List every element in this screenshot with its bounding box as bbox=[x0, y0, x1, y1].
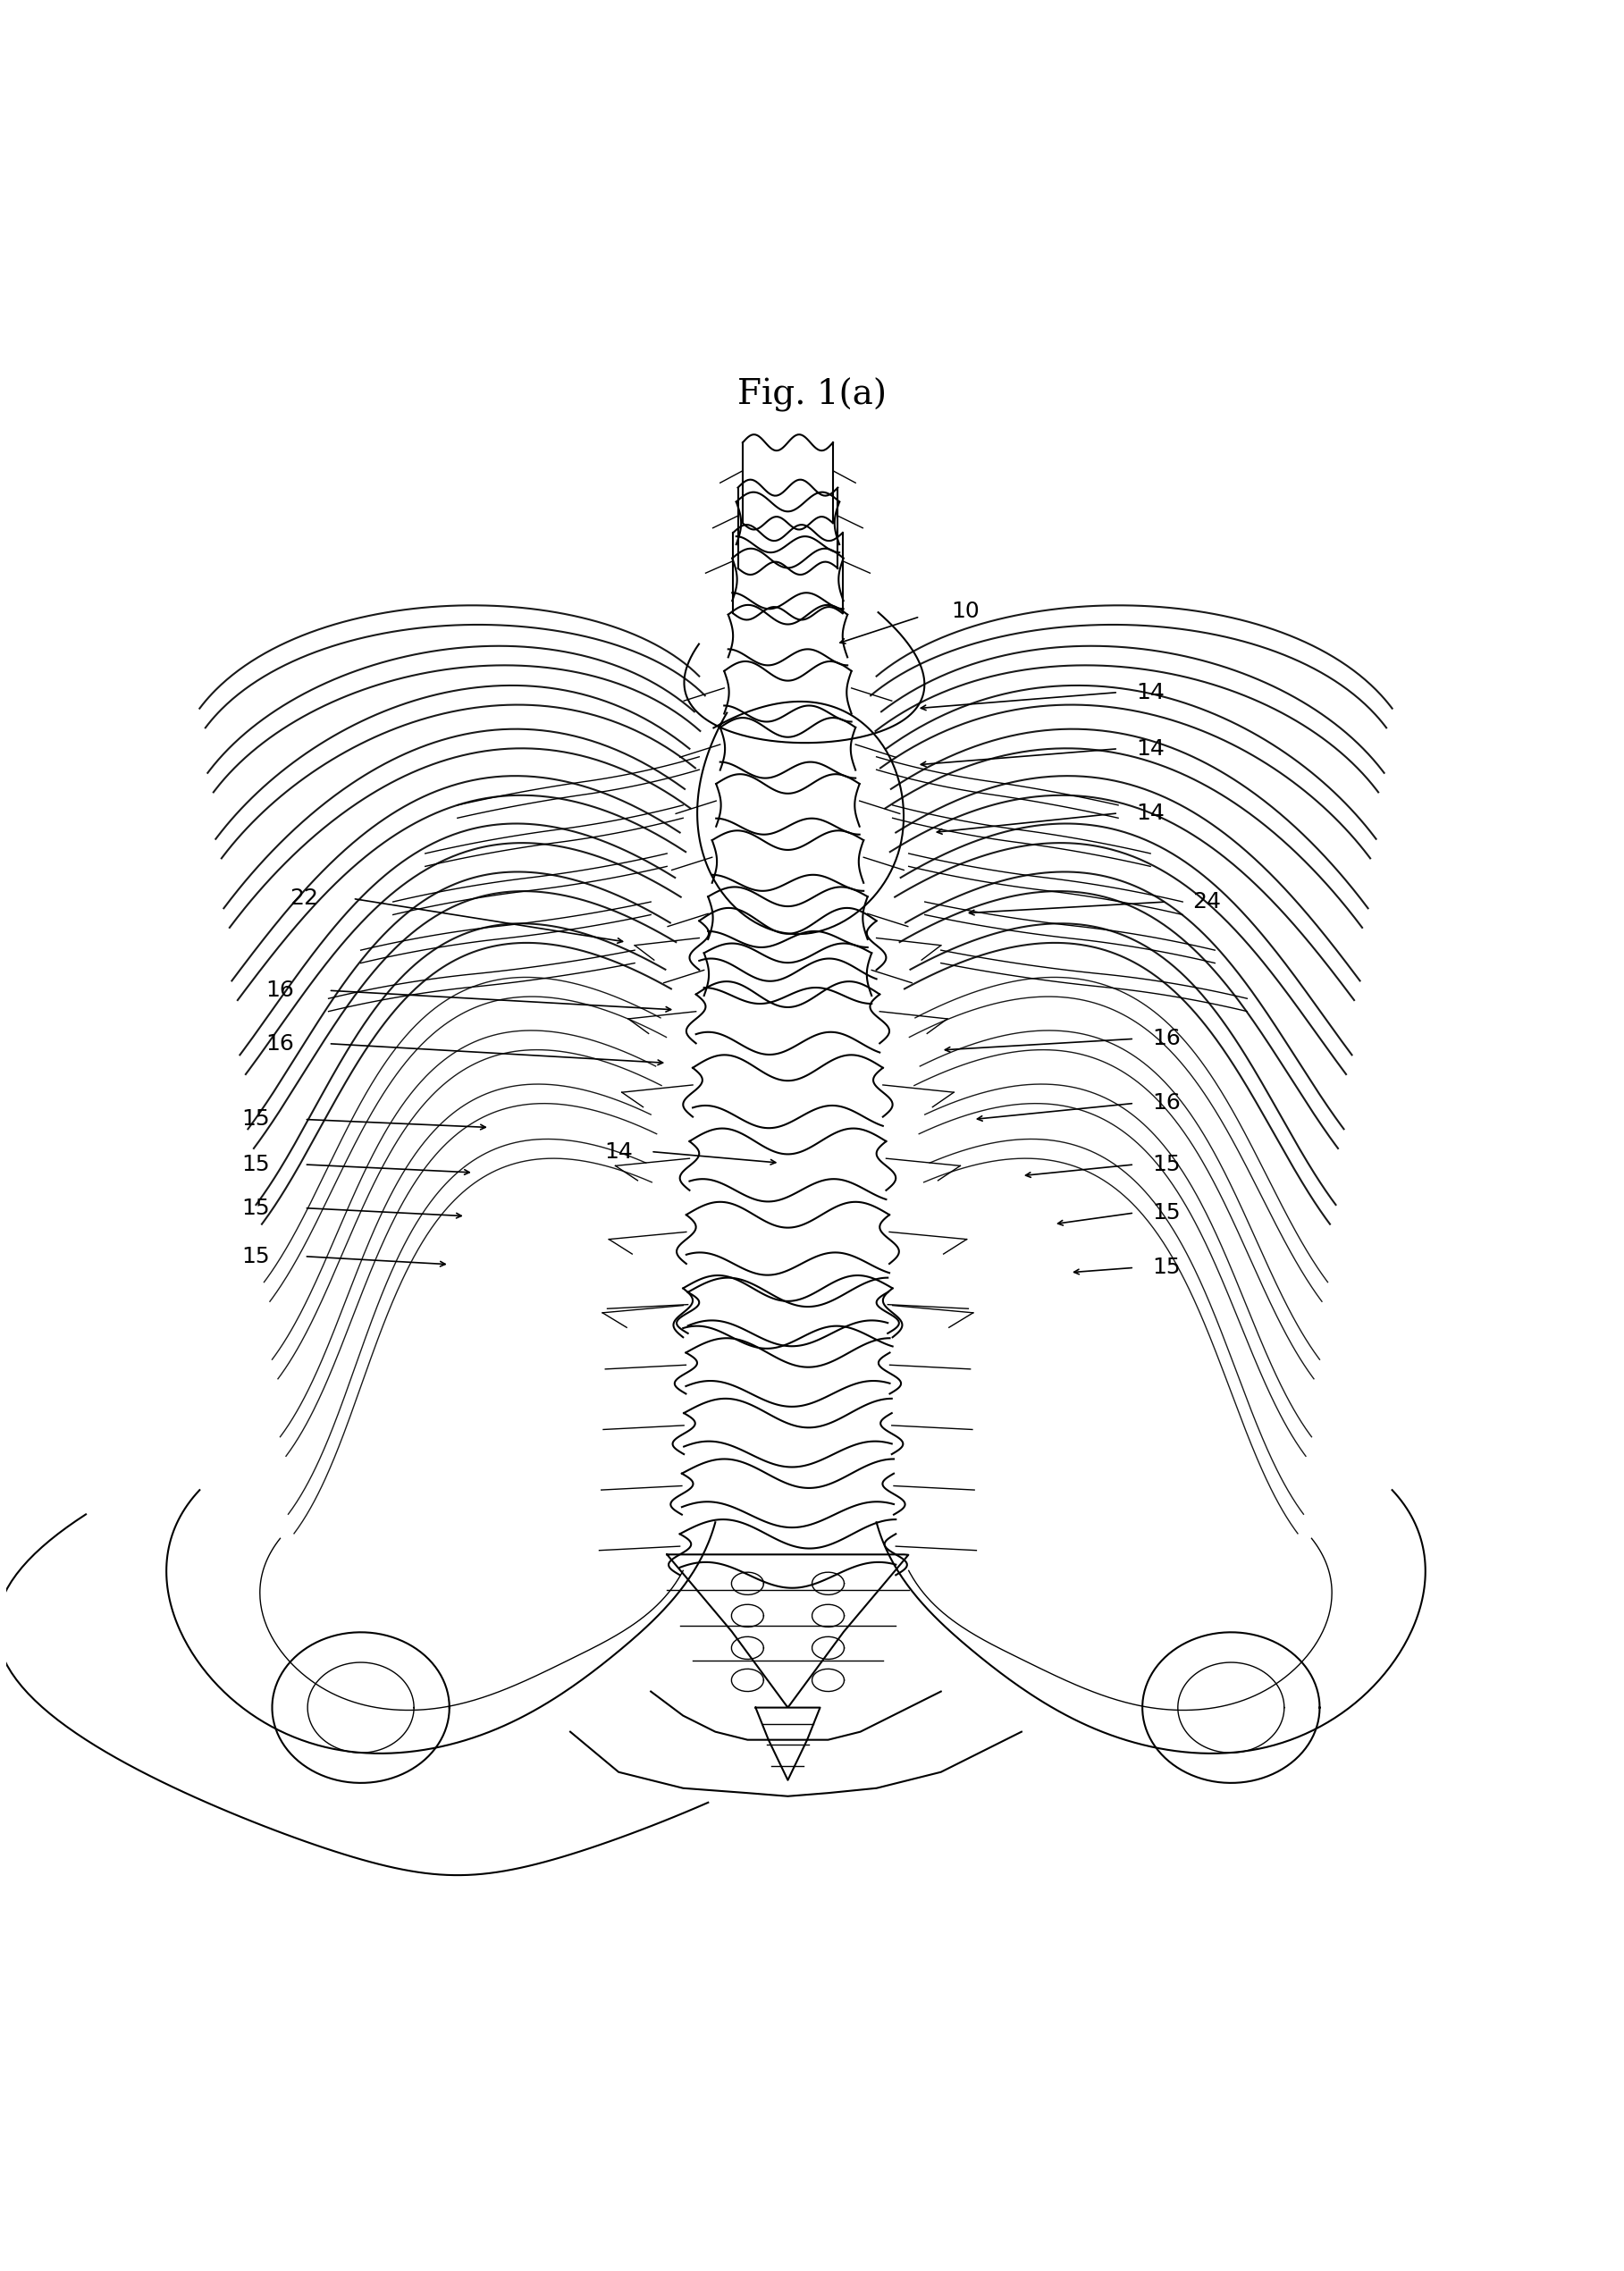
Text: 14: 14 bbox=[1137, 802, 1164, 824]
Text: 15: 15 bbox=[1153, 1154, 1181, 1174]
Text: 14: 14 bbox=[1137, 738, 1164, 759]
Text: Fig. 1(a): Fig. 1(a) bbox=[737, 377, 887, 413]
Text: 16: 16 bbox=[266, 1033, 294, 1054]
Text: 10: 10 bbox=[952, 602, 979, 622]
Text: 16: 16 bbox=[1153, 1029, 1181, 1049]
Text: 14: 14 bbox=[1137, 681, 1164, 704]
Text: 16: 16 bbox=[266, 979, 294, 1002]
Text: 15: 15 bbox=[242, 1154, 270, 1174]
Text: 15: 15 bbox=[242, 1108, 270, 1131]
Text: 14: 14 bbox=[604, 1140, 633, 1163]
Text: 24: 24 bbox=[1192, 890, 1221, 913]
Text: 22: 22 bbox=[291, 888, 318, 908]
Text: 15: 15 bbox=[1153, 1256, 1181, 1279]
Text: 15: 15 bbox=[242, 1245, 270, 1267]
Text: 15: 15 bbox=[242, 1197, 270, 1220]
Text: 15: 15 bbox=[1153, 1201, 1181, 1224]
Text: 16: 16 bbox=[1153, 1092, 1181, 1115]
